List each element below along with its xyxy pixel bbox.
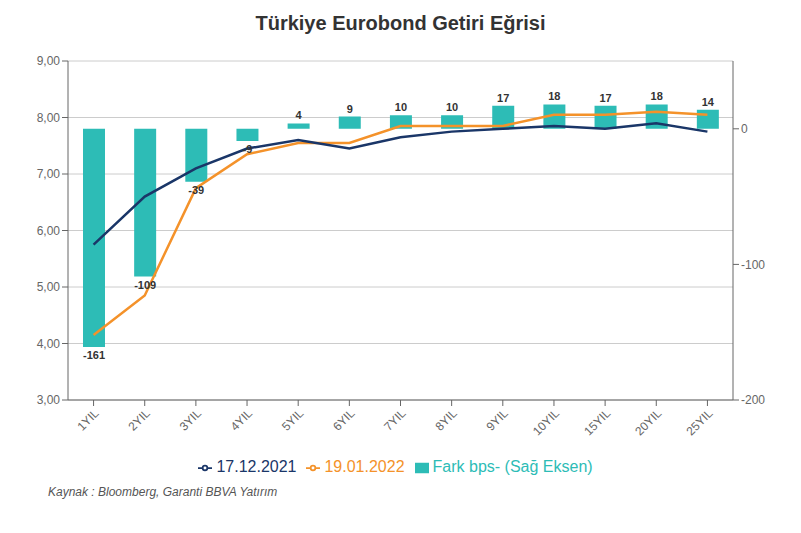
svg-text:18: 18 — [548, 90, 560, 102]
svg-text:20YIL: 20YIL — [632, 406, 664, 438]
svg-text:-100: -100 — [741, 258, 765, 272]
html-text:Kaynak : Bloomberg, Garanti BB: Kaynak : Bloomberg, Garanti BBVA Yatırım — [48, 485, 278, 499]
svg-text:9,00: 9,00 — [37, 54, 61, 68]
svg-text:7YIL: 7YIL — [381, 406, 409, 434]
svg-text:-39: -39 — [188, 184, 204, 196]
svg-text:9YIL: 9YIL — [484, 406, 512, 434]
svg-text:7,00: 7,00 — [37, 167, 61, 181]
svg-text:4YIL: 4YIL — [228, 406, 256, 434]
svg-text:5,00: 5,00 — [37, 280, 61, 294]
svg-text:14: 14 — [702, 96, 715, 108]
svg-text:8,00: 8,00 — [37, 111, 61, 125]
svg-text:10: 10 — [446, 101, 458, 113]
svg-text:15YIL: 15YIL — [581, 406, 613, 438]
svg-text:10YIL: 10YIL — [530, 406, 562, 438]
svg-text:1YIL: 1YIL — [74, 406, 102, 434]
svg-text:18: 18 — [651, 90, 663, 102]
html-text:19.01.2022: 19.01.2022 — [324, 458, 405, 475]
svg-text:2YIL: 2YIL — [126, 406, 154, 434]
svg-text:0: 0 — [741, 122, 748, 136]
svg-text:10: 10 — [395, 101, 407, 113]
svg-text:4: 4 — [296, 109, 303, 121]
svg-text:-109: -109 — [134, 279, 156, 291]
html-text:Fark bps- (Sağ Eksen): Fark bps- (Sağ Eksen) — [432, 458, 593, 475]
svg-text:6YIL: 6YIL — [330, 406, 358, 434]
svg-text:-9: -9 — [243, 143, 253, 155]
svg-text:6,00: 6,00 — [37, 224, 61, 238]
svg-text:17: 17 — [497, 92, 509, 104]
svg-text:25YIL: 25YIL — [683, 406, 715, 438]
svg-text:5YIL: 5YIL — [279, 406, 307, 434]
html-text:Türkiye Eurobond Getiri Eğrisi: Türkiye Eurobond Getiri Eğrisi — [255, 12, 546, 34]
svg-text:3YIL: 3YIL — [177, 406, 205, 434]
svg-text:17: 17 — [599, 92, 611, 104]
svg-text:9: 9 — [347, 103, 353, 115]
svg-text:4,00: 4,00 — [37, 337, 61, 351]
svg-text:8YIL: 8YIL — [432, 406, 460, 434]
html-text:17.12.2021: 17.12.2021 — [216, 458, 297, 475]
svg-text:3,00: 3,00 — [37, 393, 61, 407]
svg-text:-200: -200 — [741, 393, 765, 407]
svg-text:-161: -161 — [83, 349, 105, 361]
